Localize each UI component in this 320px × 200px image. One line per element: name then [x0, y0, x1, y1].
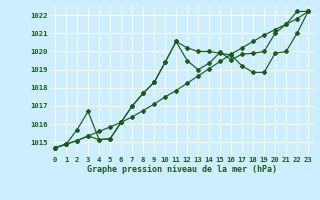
X-axis label: Graphe pression niveau de la mer (hPa): Graphe pression niveau de la mer (hPa) [87, 165, 276, 174]
